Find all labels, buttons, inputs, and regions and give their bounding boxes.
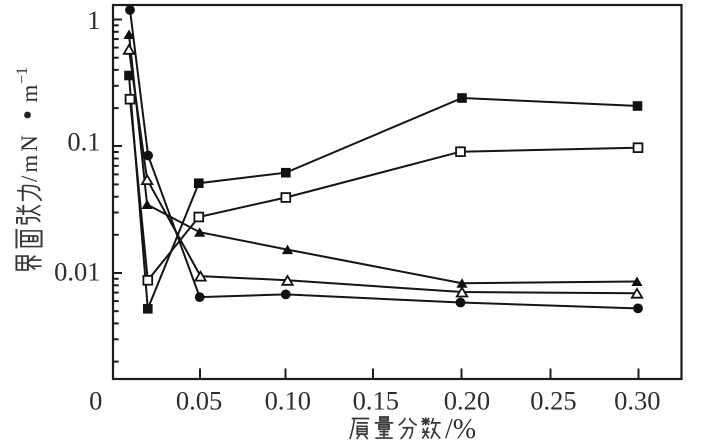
svg-text:−1: −1 xyxy=(14,67,31,84)
svg-text:0.20: 0.20 xyxy=(444,386,490,416)
svg-text:m: m xyxy=(17,85,42,103)
svg-text:1: 1 xyxy=(87,5,100,35)
svg-text:0.15: 0.15 xyxy=(353,386,399,416)
svg-text:0: 0 xyxy=(89,386,102,416)
svg-text:0.10: 0.10 xyxy=(265,386,311,416)
svg-text:0.25: 0.25 xyxy=(530,386,576,416)
svg-text:0.05: 0.05 xyxy=(176,386,222,416)
svg-text:0.01: 0.01 xyxy=(54,257,100,287)
svg-text:0.1: 0.1 xyxy=(67,127,100,157)
svg-text:0.30: 0.30 xyxy=(614,386,660,416)
svg-text:/mN: /mN xyxy=(17,132,42,182)
svg-text:/%: /% xyxy=(445,414,476,445)
